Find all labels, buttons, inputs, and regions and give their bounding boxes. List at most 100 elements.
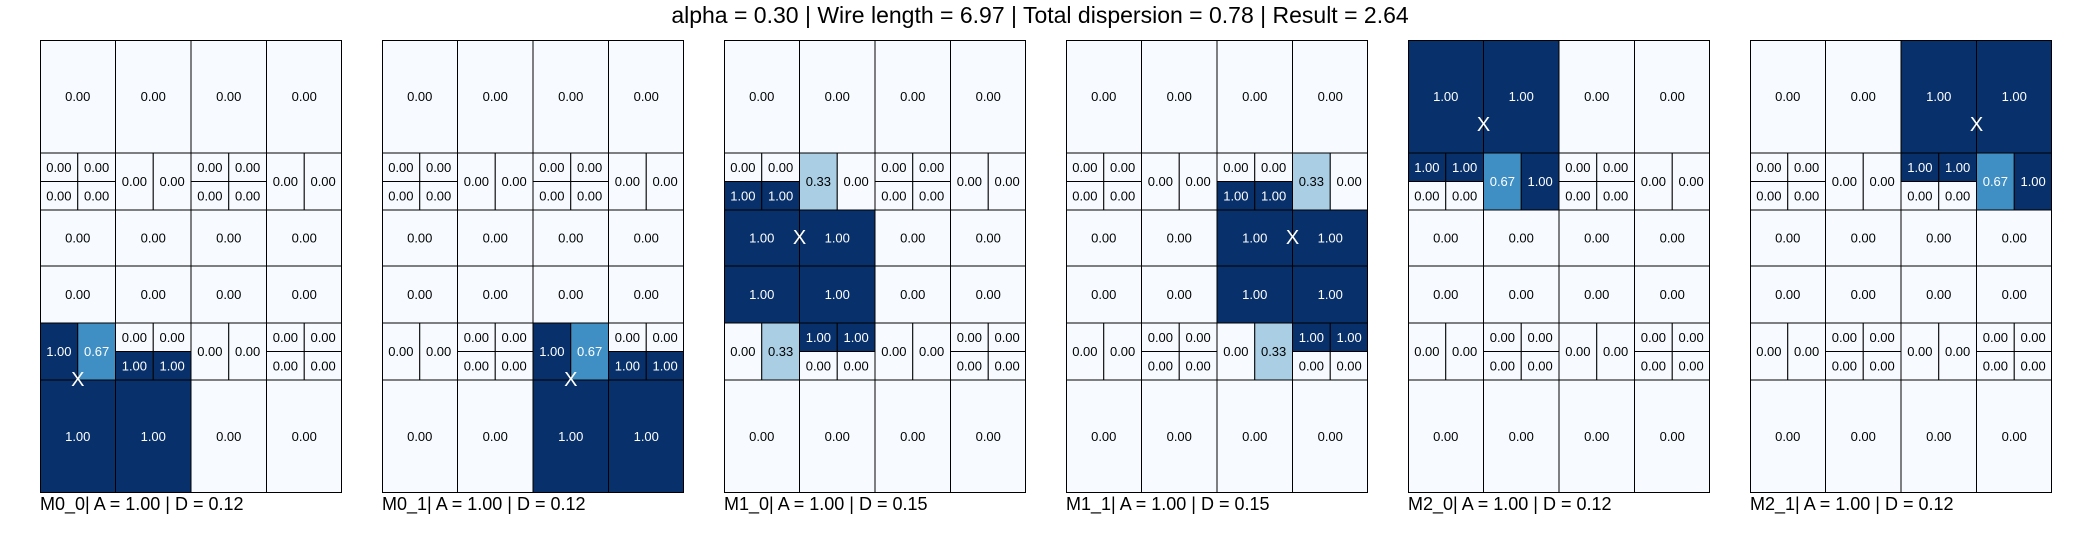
heatmap-cell	[1634, 379, 1710, 493]
panel-caption: M0_1| A = 1.00 | D = 0.12	[382, 494, 586, 514]
cell-value-label: 1.00	[159, 358, 184, 373]
heatmap-cell	[1254, 322, 1293, 381]
cell-value-label: 0.00	[994, 174, 1019, 189]
cell-value-label: 1.00	[806, 330, 831, 345]
heatmap-cell	[1483, 322, 1522, 352]
cell-value-label: 0.00	[122, 330, 147, 345]
cell-value-label: 0.00	[1452, 188, 1477, 203]
cell-value-label: 0.00	[1091, 287, 1116, 302]
cell-value-label: 0.00	[1091, 89, 1116, 104]
heatmap-cell	[1750, 209, 1826, 267]
cell-value-label: 0.00	[501, 174, 526, 189]
heatmap-cell	[1066, 322, 1105, 381]
panel-caption: M1_1| A = 1.00 | D = 0.15	[1066, 494, 1270, 514]
heatmap-cell	[532, 379, 609, 493]
heatmap-cell	[1558, 322, 1598, 381]
heatmap-cell	[1976, 209, 2052, 267]
cell-value-label: 1.00	[652, 358, 677, 373]
heatmap-cell	[115, 265, 192, 324]
heatmap-cell	[40, 379, 116, 493]
cell-value-label: 0.00	[900, 429, 925, 444]
heatmap-cell	[457, 152, 496, 211]
cell-value-label: 0.00	[768, 160, 793, 175]
cell-value-label: 0.00	[730, 344, 755, 359]
cell-value-label: 0.00	[1223, 160, 1248, 175]
cell-value-label: 0.00	[197, 160, 222, 175]
heatmap-cell	[1671, 152, 1710, 211]
cell-value-label: 0.00	[310, 174, 335, 189]
cell-value-label: 1.00	[1261, 188, 1286, 203]
cell-value-label: 0.00	[1775, 231, 1800, 246]
cell-value-label: 0.00	[1167, 287, 1192, 302]
cell-value-label: 0.00	[900, 231, 925, 246]
heatmap-cell	[1408, 209, 1484, 267]
heatmap-cell	[724, 379, 800, 493]
heatmap-cell	[190, 209, 267, 267]
cell-value-label: 0.00	[426, 344, 451, 359]
panel-m0-1: 0.00 0.00 0.00 0.00 0.00 0.00 0.00 0.00 0.00 0.00…	[382, 40, 684, 533]
cell-value-label: 0.00	[1660, 429, 1685, 444]
cell-value-label: 0.00	[577, 160, 602, 175]
cell-value-label: 0.00	[483, 287, 508, 302]
heatmap-cell	[1292, 322, 1331, 352]
heatmap-cell	[1329, 351, 1368, 381]
cell-value-label: 0.00	[235, 160, 260, 175]
cell-value-label: 0.00	[292, 287, 317, 302]
cell-value-label: 0.00	[1832, 358, 1857, 373]
cell-value-label: 0.00	[426, 188, 451, 203]
heatmap-cell	[1787, 152, 1826, 182]
cell-value-label: 0.00	[539, 160, 564, 175]
heatmap-cell	[228, 152, 267, 182]
cell-value-label: 0.00	[558, 287, 583, 302]
cell-value-label: 0.00	[634, 231, 659, 246]
cell-value-label: 0.00	[1756, 188, 1781, 203]
cell-value-label: 0.00	[2020, 330, 2045, 345]
cell-value-label: 0.00	[1110, 344, 1135, 359]
cell-value-label: 1.00	[1452, 160, 1477, 175]
cell-value-label: 0.00	[1091, 429, 1116, 444]
cell-value-label: 0.00	[1756, 160, 1781, 175]
cell-value-label: 0.00	[197, 344, 222, 359]
cell-value-label: 1.00	[1414, 160, 1439, 175]
heatmap-cell	[799, 379, 876, 493]
cell-value-label: 0.00	[1490, 358, 1515, 373]
cell-value-label: 0.00	[141, 287, 166, 302]
cell-value-label: 0.00	[1223, 344, 1248, 359]
cell-value-label: 0.00	[407, 231, 432, 246]
cell-value-label: 0.00	[407, 287, 432, 302]
heatmap-grid: 1.00 1.00 0.00 0.00 1.00 1.00 0.00 0.00 0.67 1.00…	[1408, 40, 1710, 493]
cell-value-label: 0.00	[1318, 89, 1343, 104]
heatmap-cell	[115, 152, 154, 211]
cell-value-label: 0.00	[141, 231, 166, 246]
cell-value-label: 0.00	[273, 330, 298, 345]
cell-value-label: 0.00	[122, 174, 147, 189]
heatmap-cell	[1750, 40, 1826, 154]
heatmap-cell	[457, 40, 534, 154]
heatmap-cell	[1216, 322, 1256, 381]
cell-value-label: 0.00	[2020, 358, 2045, 373]
heatmap-cell	[419, 322, 458, 381]
cell-value-label: 1.00	[65, 429, 90, 444]
heatmap-cell	[494, 322, 534, 352]
cell-value-label: 0.00	[1869, 330, 1894, 345]
heatmap-cell	[1750, 265, 1826, 324]
cell-value-label: 0.00	[1584, 287, 1609, 302]
cell-value-label: 0.00	[843, 358, 868, 373]
heatmap-cell	[1292, 265, 1368, 324]
cell-value-label: 1.00	[1299, 330, 1324, 345]
heatmap-cell	[1292, 40, 1368, 154]
heatmap-cell	[1103, 322, 1142, 381]
heatmap-cell	[152, 152, 192, 211]
heatmap-cell	[1066, 40, 1142, 154]
heatmap-cell	[1750, 379, 1826, 493]
cell-value-label: 0.00	[1678, 330, 1703, 345]
cell-value-label: 1.00	[141, 429, 166, 444]
panel-m2-1: 0.00 0.00 1.00 1.00 0.00 0.00 0.00 0.00 0.00 0.00…	[1750, 40, 2052, 533]
panel-caption: M2_0| A = 1.00 | D = 0.12	[1408, 494, 1612, 514]
cell-value-label: 0.00	[216, 231, 241, 246]
cell-value-label: 0.00	[1072, 188, 1097, 203]
cell-value-label: 0.00	[464, 330, 489, 345]
cell-value-label: 0.00	[615, 330, 640, 345]
cell-value-label: 0.00	[501, 358, 526, 373]
cell-value-label: 0.00	[1148, 330, 1173, 345]
